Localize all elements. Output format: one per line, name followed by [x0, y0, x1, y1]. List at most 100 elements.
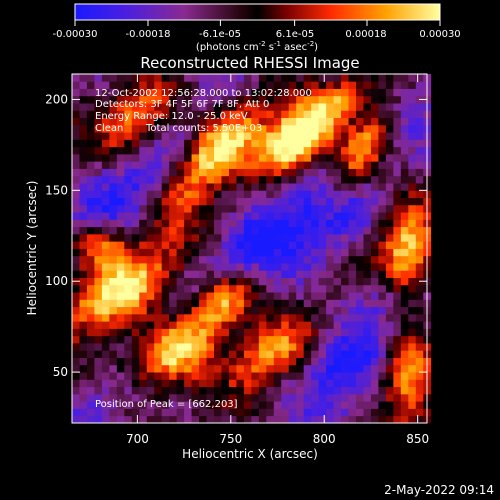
heatmap-cell	[206, 183, 215, 191]
heatmap-cell	[86, 401, 95, 409]
heatmap-cell	[72, 204, 80, 213]
heatmap-cell	[273, 153, 282, 162]
heatmap-cell	[266, 248, 275, 257]
heatmap-cell	[273, 95, 282, 104]
heatmap-cell	[169, 263, 178, 271]
heatmap-cell	[206, 335, 215, 344]
heatmap-cell	[303, 277, 312, 286]
heatmap-cell	[116, 364, 125, 373]
heatmap-cell	[214, 386, 222, 395]
heatmap-cell	[228, 401, 237, 409]
heatmap-cell	[94, 393, 103, 402]
heatmap-cell	[273, 255, 282, 264]
heatmap-cell	[161, 328, 170, 337]
heatmap-cell	[348, 212, 357, 220]
heatmap-cell	[370, 139, 379, 148]
heatmap-cell	[311, 103, 320, 111]
heatmap-cell	[199, 241, 207, 249]
heatmap-cell	[378, 146, 387, 155]
heatmap-cell	[139, 132, 148, 140]
heatmap-cell	[139, 153, 148, 162]
heatmap-cell	[131, 401, 140, 409]
heatmap-cell	[326, 204, 334, 213]
heatmap-cell	[243, 241, 252, 249]
heatmap-cell	[341, 183, 349, 191]
heatmap-cell	[228, 343, 237, 351]
heatmap-cell	[116, 263, 125, 271]
heatmap-cell	[94, 103, 103, 111]
heatmap-cell	[415, 408, 424, 417]
heatmap-cell	[236, 328, 245, 337]
heatmap-cell	[341, 226, 349, 235]
heatmap-cell	[378, 219, 387, 228]
heatmap-cell	[251, 183, 260, 191]
heatmap-cell	[139, 146, 148, 155]
heatmap-cell	[214, 263, 222, 271]
heatmap-cell	[356, 197, 364, 206]
heatmap-cell	[79, 277, 88, 286]
heatmap-cell	[258, 321, 267, 329]
heatmap-cell	[94, 117, 103, 126]
heatmap-cell	[288, 364, 297, 373]
heatmap-cell	[191, 393, 200, 402]
heatmap-cell	[79, 321, 88, 329]
heatmap-cell	[348, 350, 357, 358]
heatmap-cell	[199, 372, 207, 380]
heatmap-cell	[243, 364, 252, 373]
heatmap-cell	[101, 212, 110, 220]
heatmap-cell	[169, 299, 178, 308]
heatmap-cell	[72, 146, 80, 155]
heatmap-cell	[221, 139, 230, 148]
heatmap-cell	[228, 335, 237, 344]
heatmap-cell	[154, 204, 163, 213]
heatmap-cell	[191, 350, 200, 358]
heatmap-cell	[273, 212, 282, 220]
heatmap-cell	[191, 364, 200, 373]
heatmap-cell	[139, 241, 148, 249]
heatmap-cell	[370, 386, 379, 395]
heatmap-cell	[139, 372, 148, 380]
heatmap-cell	[72, 190, 80, 198]
heatmap-cell	[184, 263, 192, 271]
heatmap-cell	[101, 110, 110, 119]
heatmap-cell	[333, 364, 342, 373]
heatmap-cell	[101, 292, 110, 300]
heatmap-cell	[415, 415, 424, 424]
heatmap-cell	[378, 95, 387, 104]
heatmap-cell	[206, 219, 215, 228]
heatmap-cell	[296, 277, 305, 286]
heatmap-cell	[131, 124, 140, 133]
heatmap-cell	[109, 124, 118, 133]
heatmap-cell	[311, 233, 320, 242]
heatmap-cell	[169, 219, 178, 228]
heatmap-cell	[221, 226, 230, 235]
heatmap-cell	[94, 124, 103, 133]
heatmap-cell	[109, 415, 118, 424]
heatmap-cell	[318, 212, 327, 220]
heatmap-cell	[116, 408, 125, 417]
heatmap-cell	[251, 306, 260, 315]
colorbar	[74, 3, 441, 21]
heatmap-cell	[341, 408, 349, 417]
heatmap-cell	[341, 95, 349, 104]
heatmap-cell	[318, 103, 327, 111]
heatmap-cell	[273, 81, 282, 89]
heatmap-cell	[303, 74, 312, 82]
heatmap-cell	[266, 284, 275, 293]
heatmap-cell	[161, 117, 170, 126]
heatmap-cell	[296, 386, 305, 395]
heatmap-cell	[243, 124, 252, 133]
heatmap-cell	[146, 183, 155, 191]
heatmap-cell	[109, 270, 118, 278]
heatmap-cell	[214, 401, 222, 409]
heatmap-cell	[221, 408, 230, 417]
heatmap-cell	[363, 241, 372, 249]
heatmap-cell	[139, 313, 148, 322]
heatmap-cell	[266, 263, 275, 271]
heatmap-cell	[385, 212, 394, 220]
heatmap-cell	[303, 313, 312, 322]
heatmap-cell	[318, 263, 327, 271]
heatmap-cell	[266, 364, 275, 373]
heatmap-cell	[221, 81, 230, 89]
heatmap-cell	[415, 270, 424, 278]
